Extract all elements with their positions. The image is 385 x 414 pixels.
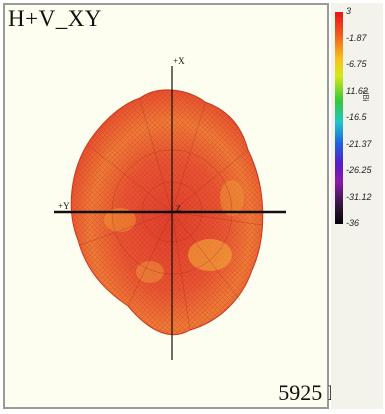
z-axis-label: Z (176, 204, 181, 213)
colorbar-tick-label: -36 (346, 218, 360, 228)
chart-title: H+V_XY (8, 6, 102, 31)
colorbar-tick-label: -6.75 (346, 59, 367, 69)
colorbar (335, 12, 343, 224)
colorbar-tick-label: 11.62 (346, 85, 368, 96)
x-axis-label: +X (173, 56, 185, 66)
colorbar-tick-label: -1.87 (346, 32, 367, 43)
colorbar-unit: dBi (361, 90, 370, 102)
hot-region (188, 239, 232, 271)
hot-region (220, 180, 244, 216)
colorbar-tick-label: -21.37 (346, 138, 372, 149)
colorbar-tick-label: -26.25 (346, 165, 372, 175)
colorbar-tick-label: 3 (346, 6, 352, 16)
colorbar-tick-label: -16.5 (346, 112, 367, 122)
colorbar-tick-label: -31.12 (346, 191, 372, 202)
y-axis-label: +Y (58, 201, 70, 211)
axes: +X +Y Z (54, 56, 286, 360)
